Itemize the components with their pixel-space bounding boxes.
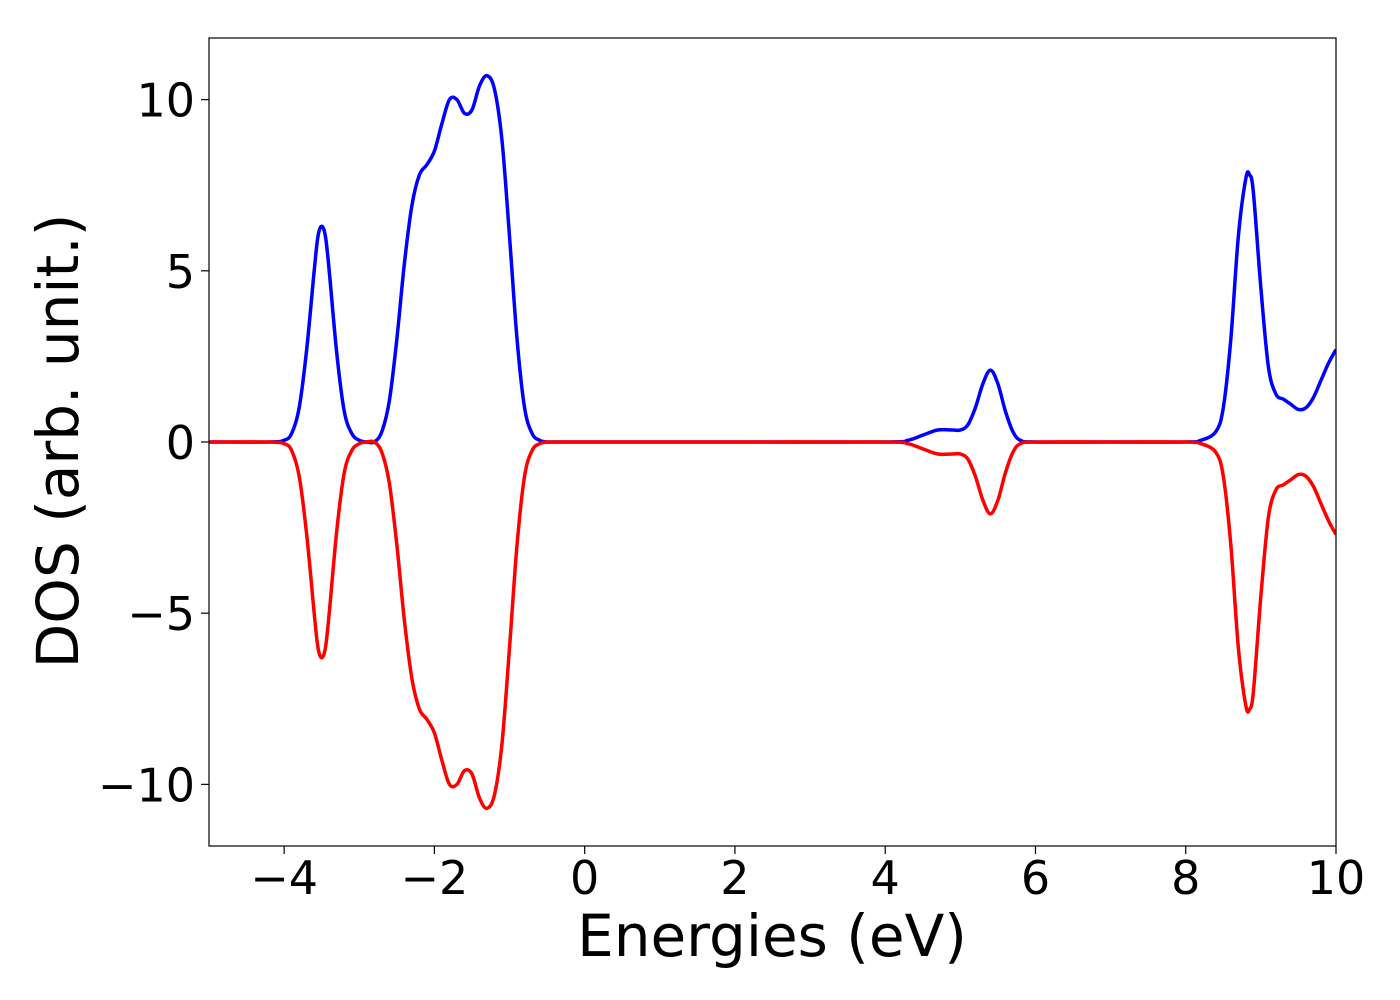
x-tick-label: 2 (720, 851, 749, 905)
axes-layer: −4 −2 0 2 4 6 8 10 −10 −5 0 5 10 (98, 37, 1366, 905)
y-tick-label: −5 (127, 587, 195, 641)
series-line-blue (209, 73, 1336, 445)
x-tick-label: −2 (400, 851, 468, 905)
y-axis-title: DOS (arb. unit.) (24, 214, 92, 669)
y-tick-label: 5 (166, 245, 195, 299)
x-tick-label: 4 (871, 851, 900, 905)
series-layer (209, 73, 1336, 811)
series-line-red (209, 439, 1336, 811)
y-tick-label: 10 (136, 74, 195, 128)
x-tick-label: 8 (1171, 851, 1200, 905)
y-tick-label: 0 (166, 416, 195, 470)
x-tick-label: 6 (1021, 851, 1050, 905)
x-tick-label: 10 (1307, 851, 1366, 905)
y-tick-label: −10 (98, 758, 195, 812)
x-axis-title: Energies (eV) (577, 902, 967, 970)
x-tick-label: −4 (250, 851, 318, 905)
x-tick-label: 0 (570, 851, 599, 905)
